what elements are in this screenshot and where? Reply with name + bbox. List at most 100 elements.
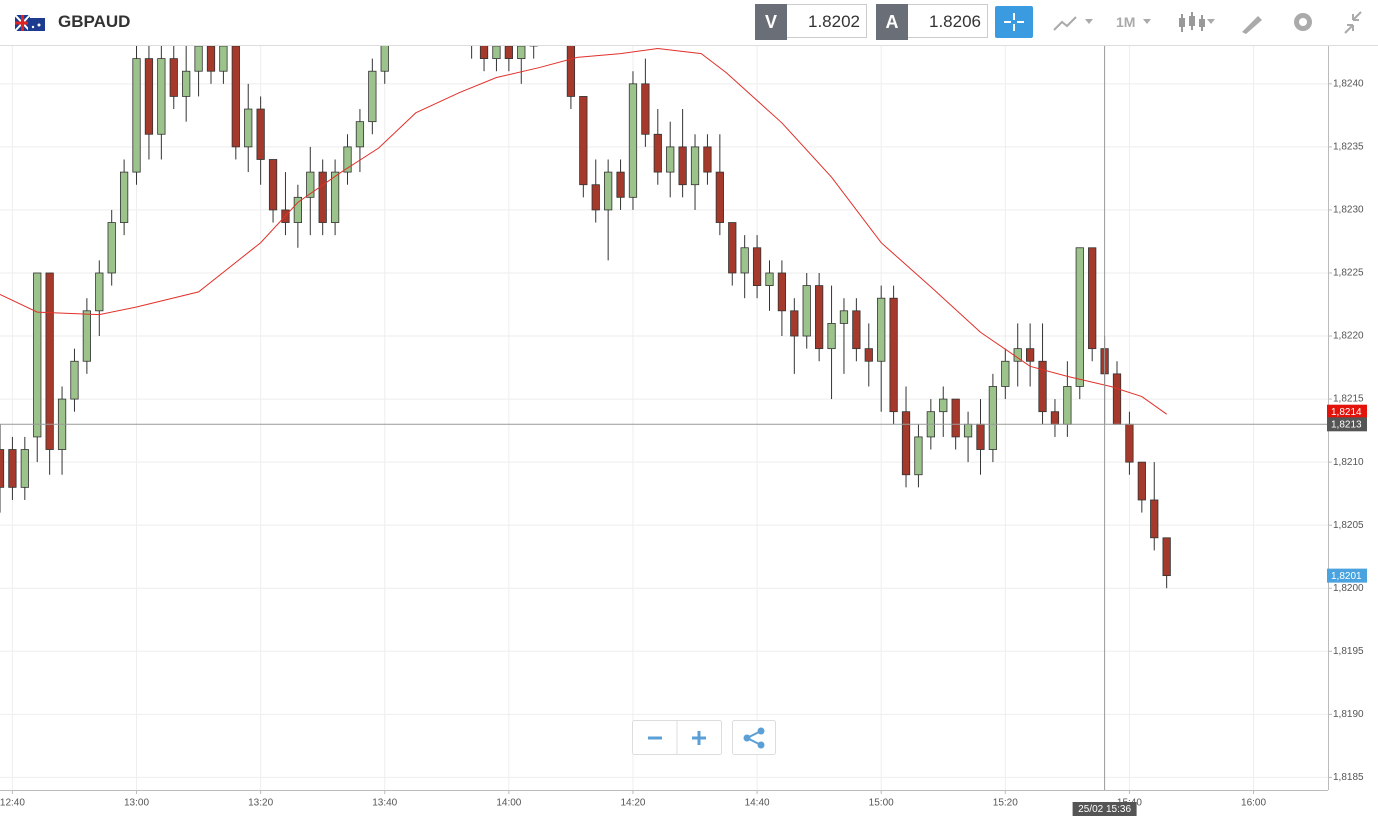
candle-body: [777, 272, 787, 312]
candle-body: [740, 247, 749, 274]
flag: [15, 15, 45, 31]
symbol: GBPAUD: [58, 12, 131, 31]
candle-body: [479, 46, 489, 60]
candle-body: [1150, 499, 1159, 539]
price-marker: [1327, 568, 1367, 583]
candle-body: [604, 171, 613, 211]
candle-body: [963, 423, 973, 438]
candle-body: [1038, 360, 1047, 413]
candle-body: [790, 310, 799, 337]
candle-body: [1050, 411, 1060, 425]
y-tick-label: 1,8190: [1333, 709, 1364, 720]
crosshair-time-box: [1072, 802, 1137, 816]
candle-body: [678, 146, 687, 186]
candle-body: [715, 171, 724, 223]
candle-body: [107, 222, 116, 274]
candle-body: [641, 83, 650, 135]
candle-body: [901, 411, 911, 476]
candle-body: [95, 272, 104, 312]
x-tick-label: 15:20: [993, 798, 1018, 809]
x-tick-label: 14:40: [745, 798, 770, 809]
candle-body: [976, 423, 985, 450]
candle-body: [877, 297, 886, 362]
price-marker-label: 1,8201: [1331, 571, 1362, 582]
candle-body: [380, 46, 389, 72]
candle-body: [343, 146, 352, 173]
toolbar-icons[interactable]: [1040, 0, 1378, 45]
x-tick-label: 15:00: [869, 798, 894, 809]
candle-body: [82, 310, 92, 362]
candle-body: [752, 247, 762, 286]
y-tick-label: 1,8200: [1333, 583, 1364, 594]
candle-body: [206, 46, 216, 72]
zoom-controls[interactable]: [632, 720, 776, 756]
sell-price: 1.8202: [787, 4, 867, 38]
timeframe[interactable]: 1M: [1116, 14, 1136, 30]
candle-body: [194, 46, 203, 72]
sell-button[interactable]: V: [755, 4, 787, 40]
price-marker-label: 1,8213: [1331, 419, 1362, 430]
x-tick-label: 13:00: [124, 798, 149, 809]
crosshair-time-label: 25/02 15:36: [1078, 804, 1131, 815]
candle-body: [268, 159, 278, 211]
candle-body: [244, 108, 253, 148]
candle-body: [219, 46, 228, 72]
candle-body: [728, 222, 737, 274]
buy-price: 1.8206: [908, 4, 988, 38]
candle-body: [1075, 247, 1084, 387]
candle-body: [703, 146, 712, 173]
candle-body: [591, 184, 600, 211]
candle-body: [628, 83, 638, 198]
x-tick-label: 14:20: [620, 798, 645, 809]
candle-body: [330, 171, 340, 223]
candle-body: [815, 285, 824, 350]
price-marker: [1327, 417, 1367, 432]
candle-body: [690, 146, 700, 186]
crosshair-button[interactable]: [995, 6, 1033, 38]
y-tick-label: 1,8215: [1333, 394, 1364, 405]
candle-body: [169, 58, 178, 97]
candle-body: [1137, 461, 1146, 501]
candle-body: [988, 386, 998, 450]
x-tick-label: 13:20: [248, 798, 273, 809]
y-tick-label: 1,8195: [1333, 646, 1364, 657]
y-tick-label: 1,8210: [1333, 457, 1364, 468]
candle-body: [914, 436, 923, 476]
y-tick-label: 1,8225: [1333, 268, 1364, 279]
price-marker: [1327, 404, 1367, 419]
price-marker-label: 1,8214: [1331, 407, 1362, 418]
candle-body: [939, 398, 948, 413]
candle-body: [517, 46, 526, 60]
candle-body: [33, 272, 42, 438]
candle-body: [666, 146, 675, 173]
candle-body: [1088, 247, 1097, 350]
candle-body: [20, 449, 29, 488]
candle-body: [852, 310, 861, 350]
candle-body: [8, 449, 17, 488]
y-tick-label: 1,8220: [1333, 331, 1364, 342]
candle-body: [504, 46, 513, 60]
candle-body: [157, 58, 166, 135]
candle-body: [802, 285, 811, 337]
candle-body: [355, 121, 365, 148]
y-tick-label: 1,8205: [1333, 520, 1364, 531]
candle-body: [1112, 373, 1122, 425]
candle-body: [1026, 348, 1035, 362]
moving-average: [0, 48, 1167, 415]
candle-body: [579, 96, 588, 186]
chart: 1,8185 1,8190 1,8195 1,8200 1,8205 1,8210 1,82…: [0, 46, 1367, 816]
candle-body: [0, 449, 5, 488]
candle-body: [1125, 423, 1134, 463]
candle-body: [951, 398, 960, 438]
candle-body: [889, 297, 898, 413]
candle-body: [293, 196, 302, 223]
candle-body: [616, 171, 625, 198]
x-tick-label: 14:00: [496, 798, 521, 809]
buy-button[interactable]: A: [876, 4, 908, 40]
candle-body: [318, 171, 327, 223]
candle-body: [839, 310, 849, 324]
x-tick-label: 12:40: [0, 798, 25, 809]
candle-body: [306, 171, 315, 198]
candle-body: [45, 272, 54, 450]
